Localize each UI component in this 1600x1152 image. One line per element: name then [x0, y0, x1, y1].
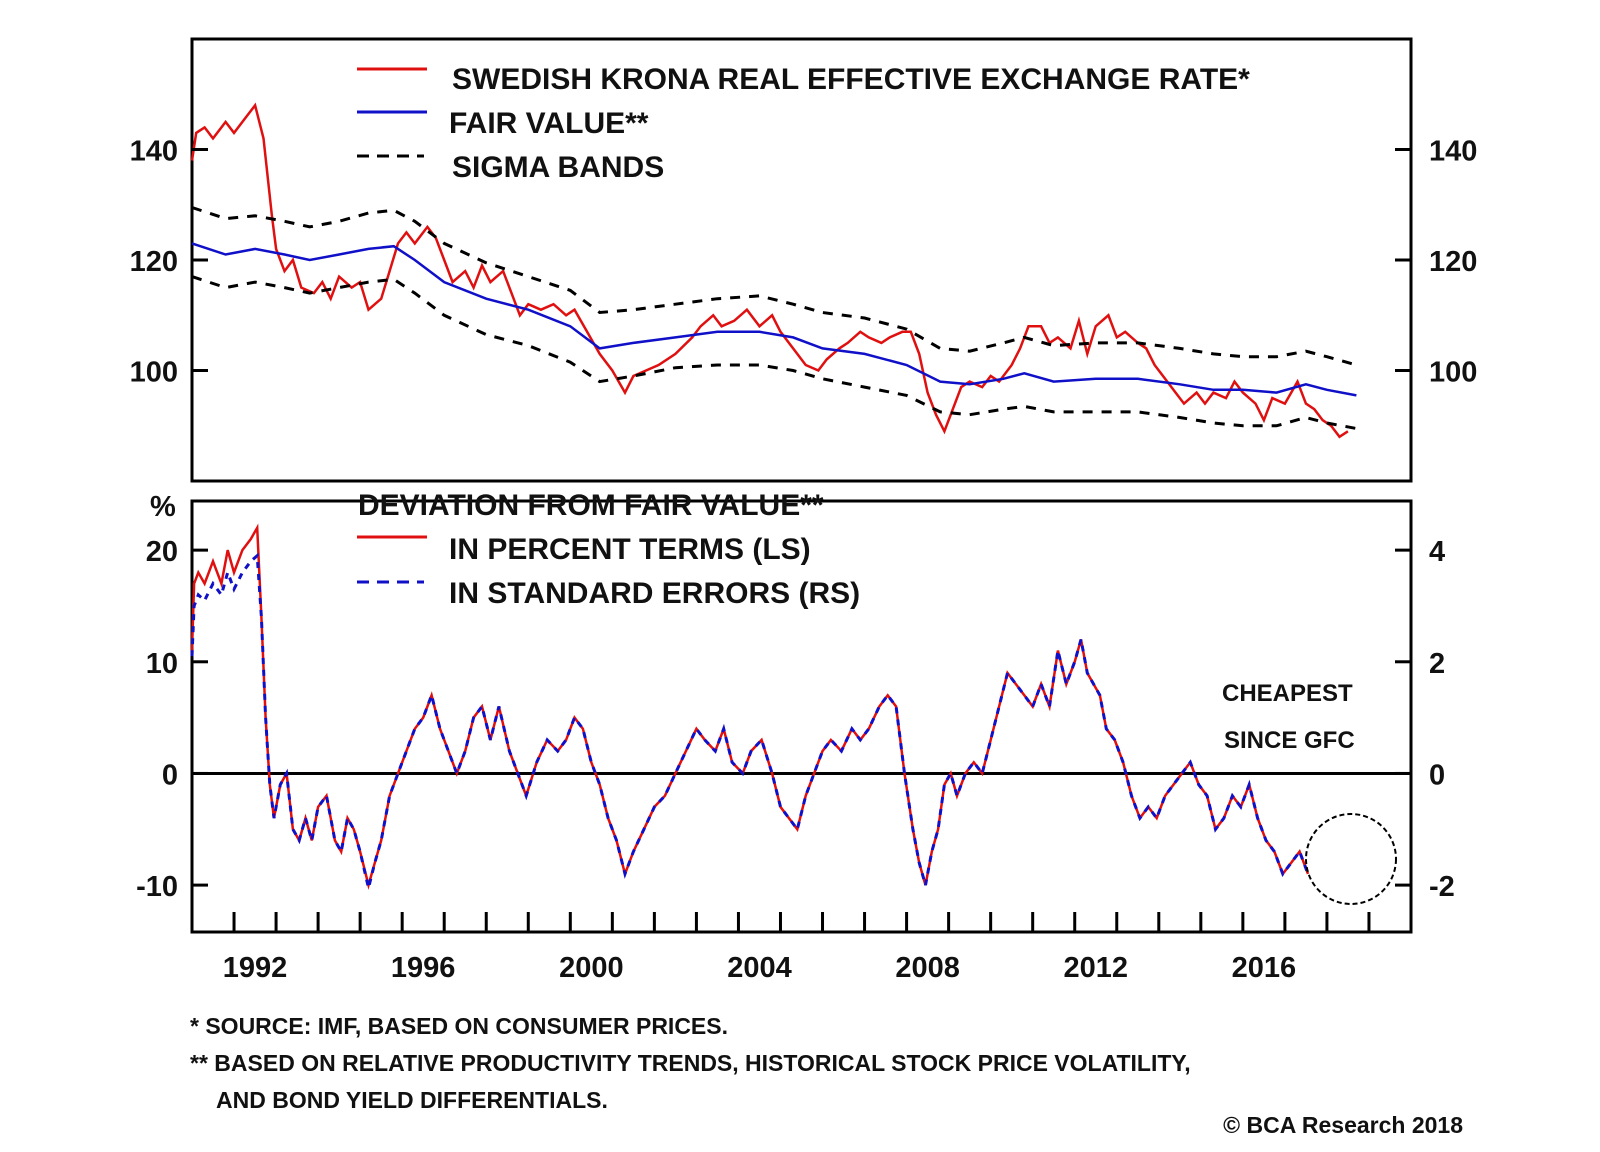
annotation-line-1: CHEAPEST [1222, 680, 1353, 707]
right-ytick-label: 140 [1429, 136, 1477, 168]
right-ytick-label: 4 [1429, 536, 1445, 568]
right-ytick-label: 120 [1429, 246, 1477, 278]
annotation-line-2: SINCE GFC [1224, 727, 1355, 754]
legend-label-reer: SWEDISH KRONA REAL EFFECTIVE EXCHANGE RA… [452, 63, 1250, 96]
xtick-label: 1996 [391, 952, 456, 984]
top-axis-ticks: 100 120 140 100 120 140 [130, 136, 1478, 389]
series-upper-sigma-band [191, 206, 1357, 367]
legend-label-fair-value: FAIR VALUE** [449, 107, 649, 140]
top-panel-frame [190, 37, 1413, 483]
bottom-axis-ticks: -10 0 10 20 -2 0 2 4 1992 1996 2000 2004 2008 2012 201… [136, 536, 1455, 984]
top-series-group [190, 102, 1357, 439]
legend-label-sigma-bands: SIGMA BANDS [452, 151, 664, 184]
top-legend: SWEDISH KRONA REAL EFFECTIVE EXCHANGE RA… [357, 63, 1250, 184]
footnote-source: * SOURCE: IMF, BASED ON CONSUMER PRICES. [190, 1013, 728, 1039]
bottom-legend: DEVIATION FROM FAIR VALUE** IN PERCENT T… [357, 489, 860, 610]
right-ytick-label: 2 [1429, 648, 1445, 680]
footnote-fair-value-cont: AND BOND YIELD DIFFERENTIALS. [216, 1087, 608, 1113]
series-lower-sigma-band [191, 275, 1357, 430]
left-ytick-label: -10 [136, 871, 178, 903]
footnote-fair-value: ** BASED ON RELATIVE PRODUCTIVITY TRENDS… [190, 1050, 1191, 1076]
left-ytick-label: 0 [162, 759, 178, 791]
right-ytick-label: 100 [1429, 357, 1477, 389]
xtick-label: 2000 [559, 952, 624, 984]
xtick-label: 1992 [223, 952, 288, 984]
series-fair-value [191, 242, 1357, 397]
copyright: © BCA Research 2018 [1223, 1112, 1463, 1138]
bottom-panel-title: DEVIATION FROM FAIR VALUE** [358, 489, 824, 522]
xtick-label: 2016 [1232, 952, 1297, 984]
top-panel: 100 120 140 100 120 140 SWEDISH KRONA REAL EF… [130, 37, 1478, 483]
legend-label-percent: IN PERCENT TERMS (LS) [449, 533, 811, 566]
xtick-label: 2008 [895, 952, 960, 984]
left-ytick-label: 140 [130, 136, 178, 168]
left-ytick-label: 10 [146, 648, 178, 680]
series-in-standard-errors-rs [190, 552, 1310, 889]
left-ytick-label: 20 [146, 536, 178, 568]
bottom-panel: -10 0 10 20 -2 0 2 4 1992 1996 2000 2004 2008 2012 201… [136, 489, 1455, 984]
left-ytick-label: 120 [130, 246, 178, 278]
right-ytick-label: 0 [1429, 759, 1445, 791]
left-axis-unit-label: % [150, 491, 176, 523]
footnotes: * SOURCE: IMF, BASED ON CONSUMER PRICES.… [190, 1013, 1463, 1138]
bottom-panel-frame [190, 499, 1413, 934]
left-ytick-label: 100 [130, 357, 178, 389]
series-swedish-krona-real-effective-exchange-rate [190, 102, 1349, 439]
bottom-series-group [190, 523, 1411, 890]
xtick-label: 2004 [727, 952, 792, 984]
cheapest-annotation: CHEAPEST SINCE GFC [1222, 680, 1397, 905]
annotation-circle [1305, 813, 1397, 905]
legend-label-std-errors: IN STANDARD ERRORS (RS) [449, 577, 860, 610]
right-ytick-label: -2 [1429, 871, 1455, 903]
xtick-label: 2012 [1063, 952, 1128, 984]
